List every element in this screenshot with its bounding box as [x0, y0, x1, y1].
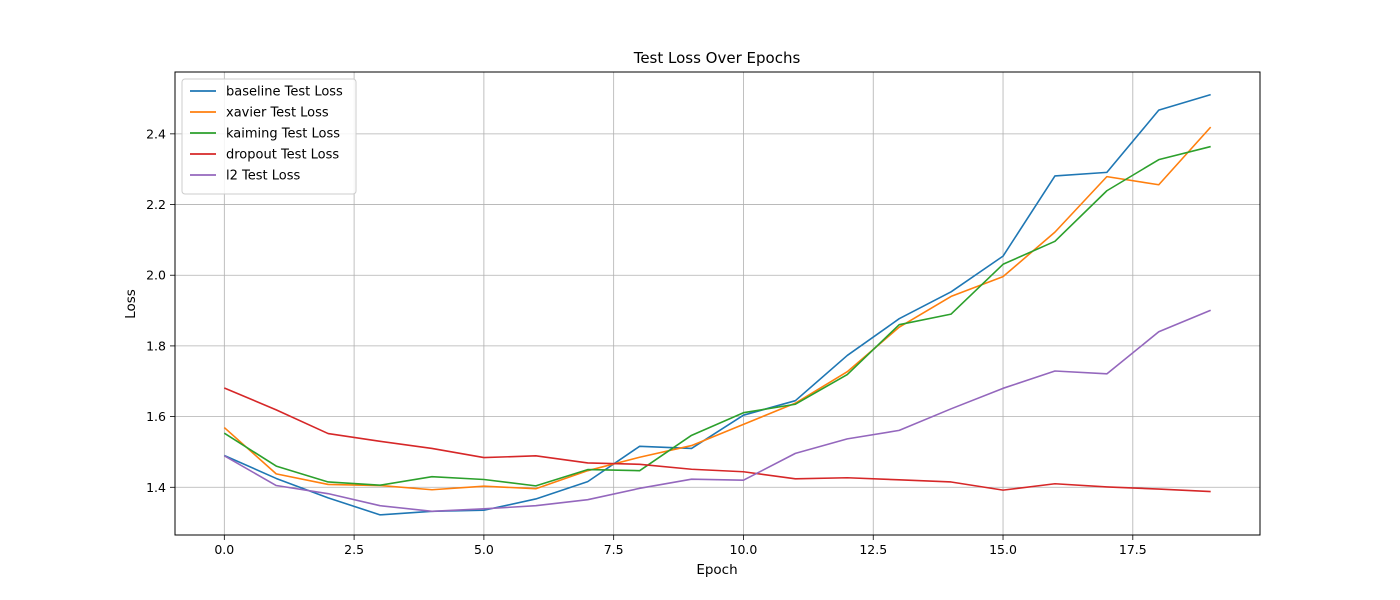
- axis-ticks: 0.0 2.5 5.0 7.5 10.0 12.5 15.0 17.5 1.4 1.6 1.8 2.0…: [146, 126, 1147, 557]
- x-tick-label: 0.0: [214, 542, 234, 557]
- series-line-l2: [223, 309, 1211, 513]
- y-tick-label: 2.4: [146, 126, 166, 141]
- y-tick-label: 2.2: [146, 197, 166, 212]
- grid-lines: [175, 72, 1260, 535]
- series-line-xavier: [223, 126, 1212, 491]
- series-line-baseline: [223, 93, 1211, 516]
- y-tick-label: 1.4: [146, 480, 166, 495]
- plot-frame: [174, 71, 1261, 536]
- y-tick-label: 1.8: [146, 338, 166, 353]
- legend-label-dropout: dropout Test Loss: [226, 148, 339, 163]
- legend-label-baseline: baseline Test Loss: [226, 85, 343, 100]
- chart-title: Test Loss Over Epochs: [633, 49, 801, 67]
- x-tick-label: 2.5: [344, 542, 364, 557]
- x-tick-label: 15.0: [989, 542, 1017, 557]
- x-axis-title: Epoch: [696, 562, 737, 578]
- legend-box: [181, 78, 357, 195]
- y-tick-label: 2.0: [146, 268, 166, 283]
- legend-label-l2: l2 Test Loss: [226, 169, 300, 184]
- series-lines: [223, 93, 1212, 516]
- x-tick-label: 12.5: [859, 542, 887, 557]
- y-axis-title: Loss: [123, 289, 139, 319]
- legend: baseline Test Loss xavier Test Loss kaimin…: [181, 78, 357, 195]
- x-tick-label: 7.5: [604, 542, 624, 557]
- y-tick-label: 1.6: [146, 409, 166, 424]
- x-tick-label: 5.0: [474, 542, 494, 557]
- legend-label-kaiming: kaiming Test Loss: [226, 127, 340, 142]
- x-tick-label: 17.5: [1119, 542, 1147, 557]
- series-line-dropout: [224, 387, 1211, 493]
- x-tick-label: 10.0: [730, 542, 758, 557]
- legend-label-xavier: xavier Test Loss: [226, 106, 329, 121]
- series-line-kaiming: [223, 145, 1211, 487]
